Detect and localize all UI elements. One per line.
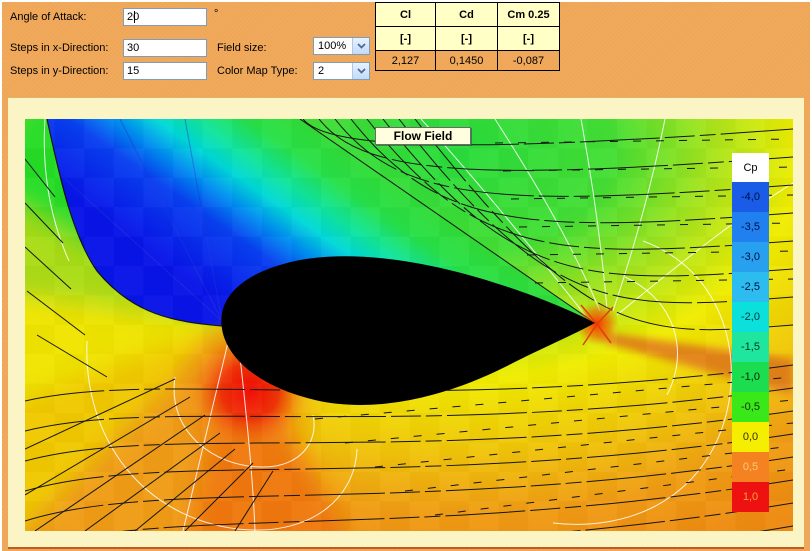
text-caret	[134, 11, 135, 23]
flow-field-visualization	[25, 119, 793, 531]
cp-legend: Cp -4,0 -3,5 -3,0 -2,5 -2,0 -1,5 -1,0 -0,5 0,0 0,…	[732, 153, 769, 512]
steps-y-label: Steps in y-Direction:	[10, 65, 109, 77]
cp-legend-band: -0,5	[732, 392, 769, 422]
dropdown-button[interactable]	[352, 63, 369, 79]
steps-x-input[interactable]: 30	[123, 39, 207, 57]
cd-value: 0,1450	[435, 50, 498, 71]
cp-legend-title: Cp	[732, 153, 769, 182]
results-table: Cl Cd Cm 0.25 [-] [-] [-] 2,127 0,1450 -…	[375, 2, 560, 71]
angle-of-attack-input[interactable]: 20	[123, 8, 207, 26]
field-size-label: Field size:	[217, 42, 267, 54]
cm-unit: [-]	[497, 26, 560, 51]
degree-unit-label: °	[214, 8, 219, 20]
cp-legend-band: -1,0	[732, 362, 769, 392]
steps-y-input[interactable]: 15	[123, 62, 207, 80]
cp-legend-band: 0,0	[732, 422, 769, 452]
cp-legend-band: -4,0	[732, 182, 769, 212]
chevron-down-icon	[356, 68, 366, 74]
cp-legend-band: -1,5	[732, 332, 769, 362]
cm-header: Cm 0.25	[497, 2, 560, 27]
cd-unit: [-]	[435, 26, 498, 51]
colormap-type-label: Color Map Type:	[217, 65, 298, 77]
cp-legend-band: 0,5	[732, 452, 769, 482]
chevron-down-icon	[356, 43, 366, 49]
angle-of-attack-label: Angle of Attack:	[10, 11, 87, 23]
steps-x-label: Steps in x-Direction:	[10, 42, 109, 54]
colormap-type-value: 2	[318, 65, 325, 77]
cp-legend-bands: -4,0 -3,5 -3,0 -2,5 -2,0 -1,5 -1,0 -0,5 0,0 0,5 1,…	[732, 182, 769, 512]
cd-header: Cd	[435, 2, 498, 27]
cp-legend-band: -2,0	[732, 302, 769, 332]
field-size-value: 100%	[318, 40, 347, 52]
cp-legend-band: -3,5	[732, 212, 769, 242]
flow-field-canvas: Flow Field Cp -4,0 -3,5 -3,0 -2,5 -2,0 -1,5 -1…	[25, 119, 793, 531]
cl-header: Cl	[375, 2, 436, 27]
table-row: 2,127 0,1450 -0,087	[375, 50, 560, 71]
cp-legend-band: -3,0	[732, 242, 769, 272]
table-row: [-] [-] [-]	[375, 26, 560, 51]
colormap-type-select[interactable]: 2	[313, 62, 370, 80]
cl-unit: [-]	[375, 26, 436, 51]
table-row: Cl Cd Cm 0.25	[375, 2, 560, 27]
dropdown-button[interactable]	[352, 38, 369, 54]
cl-value: 2,127	[375, 50, 436, 71]
plot-title: Flow Field	[375, 127, 471, 145]
cm-value: -0,087	[497, 50, 560, 71]
cp-legend-band: 1,0	[732, 482, 769, 512]
airfoil-shape	[221, 256, 595, 405]
cp-contour-lines	[43, 119, 793, 531]
flow-field-panel: Flow Field Cp -4,0 -3,5 -3,0 -2,5 -2,0 -1,5 -1…	[8, 97, 804, 549]
cp-legend-band: -2,5	[732, 272, 769, 302]
field-size-select[interactable]: 100%	[313, 37, 370, 55]
